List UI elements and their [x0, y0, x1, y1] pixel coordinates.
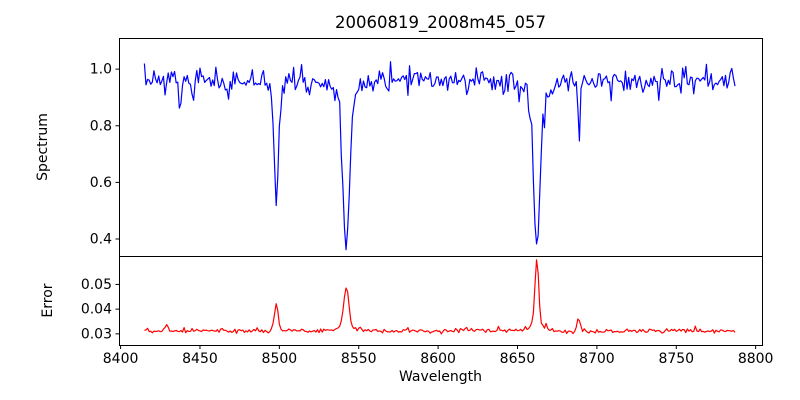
x-tick-label: 8650	[500, 351, 536, 367]
x-axis-label: Wavelength	[399, 369, 482, 385]
x-tick-label: 8750	[658, 351, 694, 367]
spectrum-y-tick-label: 0.8	[90, 118, 112, 134]
x-tick-label: 8600	[420, 351, 456, 367]
x-tick-label: 8800	[738, 351, 774, 367]
x-tick-label: 8400	[103, 351, 139, 367]
spectrum-y-tick-label: 0.6	[90, 175, 112, 191]
error-y-tick-label: 0.04	[81, 302, 112, 318]
error-y-tick-label: 0.05	[81, 277, 112, 293]
plot-panels: 0.4 0.6 0.8 1.0 0.03 0.04 0.05 8400 8450 8500 8550…	[81, 38, 774, 367]
x-tick-label: 8450	[182, 351, 218, 367]
error-panel-border	[119, 256, 763, 346]
chart-title: 20060819_2008m45_057	[335, 13, 546, 33]
error-y-tick-label: 0.03	[81, 326, 112, 342]
spectrum-line	[143, 61, 736, 251]
y-axis-label-error: Error	[40, 283, 56, 317]
x-tick-label: 8500	[262, 351, 298, 367]
error-line	[144, 259, 736, 335]
spectrum-y-tick-label: 1.0	[90, 62, 112, 78]
x-tick-label: 8700	[579, 351, 615, 367]
x-tick-label: 8550	[341, 351, 377, 367]
spectrum-y-tick-label: 0.4	[90, 232, 112, 248]
y-axis-label-spectrum: Spectrum	[35, 113, 51, 181]
